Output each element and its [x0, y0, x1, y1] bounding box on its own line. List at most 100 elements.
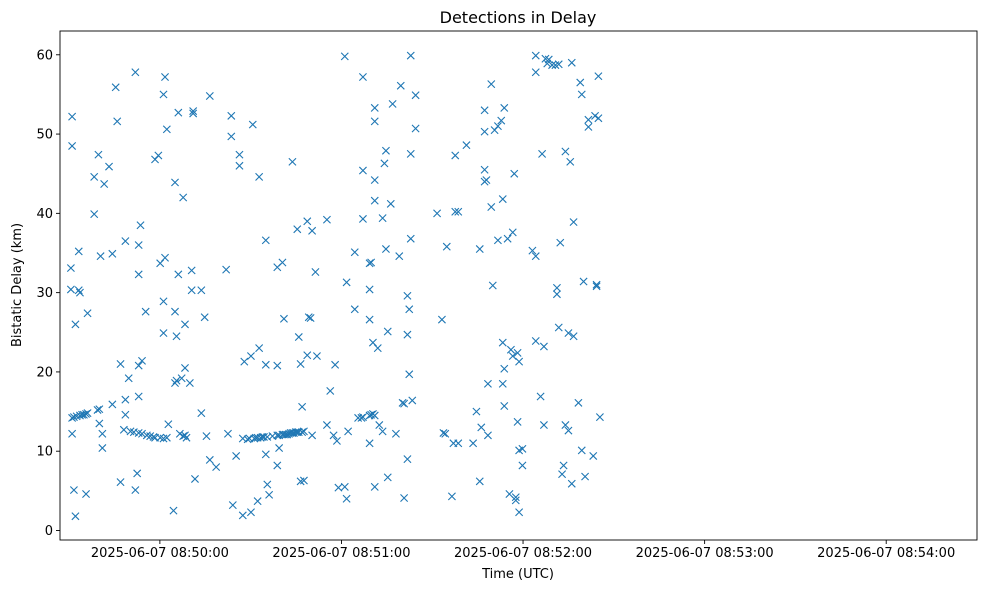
data-point [246, 352, 255, 361]
data-point [544, 55, 553, 64]
data-point [94, 150, 103, 159]
data-point [121, 395, 130, 404]
data-point [350, 248, 359, 257]
data-point [322, 215, 331, 224]
data-point [299, 476, 308, 485]
y-axis-label: Bistatic Delay (km) [10, 223, 25, 347]
data-point [69, 413, 78, 422]
data-point [113, 117, 122, 126]
data-point [591, 111, 600, 120]
data-point [564, 426, 573, 435]
data-point [411, 124, 420, 133]
data-point [308, 226, 317, 235]
data-point [358, 214, 367, 223]
data-point [548, 61, 557, 70]
data-point [403, 330, 412, 339]
data-point [493, 122, 502, 131]
data-point [124, 374, 133, 383]
data-point [403, 455, 412, 464]
data-point [227, 111, 236, 120]
data-point [380, 159, 389, 168]
data-point [273, 361, 282, 370]
data-point [329, 431, 338, 440]
data-point [235, 161, 244, 170]
data-point [308, 431, 317, 440]
data-point [98, 429, 107, 438]
data-point [579, 277, 588, 286]
data-point [442, 242, 451, 251]
data-point [439, 428, 448, 437]
data-point [405, 305, 414, 314]
data-point [134, 392, 143, 401]
data-point [400, 493, 409, 502]
data-point [567, 58, 576, 67]
data-point [177, 374, 186, 383]
data-point [69, 486, 78, 495]
data-point [561, 421, 570, 430]
data-point [370, 103, 379, 112]
data-point [451, 207, 460, 216]
data-point [90, 172, 99, 181]
data-point [164, 420, 173, 429]
data-point [174, 108, 183, 117]
data-point [503, 234, 512, 243]
data-point [497, 116, 506, 125]
data-point [240, 357, 249, 366]
data-point [119, 425, 128, 434]
data-point [589, 451, 598, 460]
data-point [248, 120, 257, 129]
data-point [68, 429, 77, 438]
data-point [576, 78, 585, 87]
data-point [172, 332, 181, 341]
data-point [340, 52, 349, 61]
data-point [340, 482, 349, 491]
data-point [83, 309, 92, 318]
data-point [222, 265, 231, 274]
data-point [187, 266, 196, 275]
data-point [303, 351, 312, 360]
data-point [500, 402, 509, 410]
data-point [408, 396, 417, 405]
data-point [378, 427, 387, 436]
data-point [358, 166, 367, 175]
data-point [159, 297, 168, 306]
data-point [82, 490, 91, 499]
data-point [98, 444, 107, 453]
data-point [298, 402, 307, 411]
data-point [559, 461, 568, 470]
data-point [518, 444, 527, 453]
data-point [391, 429, 400, 438]
data-point [181, 320, 189, 329]
data-point [154, 151, 163, 160]
data-point [312, 352, 321, 361]
x-axis: 2025-06-07 08:50:00 2025-06-07 08:51:00 20… [91, 540, 955, 561]
data-point [554, 323, 563, 332]
data-point [365, 285, 374, 294]
data-point [358, 413, 367, 422]
data-point [175, 429, 184, 438]
data-point [469, 439, 478, 448]
data-point [189, 109, 198, 118]
data-point [121, 237, 130, 246]
data-point [513, 417, 522, 426]
data-point [577, 446, 586, 455]
data-point [131, 68, 140, 77]
data-point [342, 494, 351, 503]
data-point [508, 352, 517, 361]
data-point [539, 342, 548, 351]
data-point [111, 83, 120, 92]
data-point [162, 125, 171, 134]
data-point [263, 480, 272, 489]
data-point [350, 305, 359, 314]
data-point [246, 508, 255, 517]
data-point [159, 90, 168, 99]
data-point [182, 433, 191, 442]
data-point [518, 461, 527, 470]
data-point [358, 72, 367, 81]
y-axis: 0 10 20 30 40 50 60 [36, 48, 60, 539]
data-point [511, 496, 520, 505]
data-point [477, 423, 486, 432]
data-point [592, 282, 601, 291]
data-point [531, 337, 540, 345]
